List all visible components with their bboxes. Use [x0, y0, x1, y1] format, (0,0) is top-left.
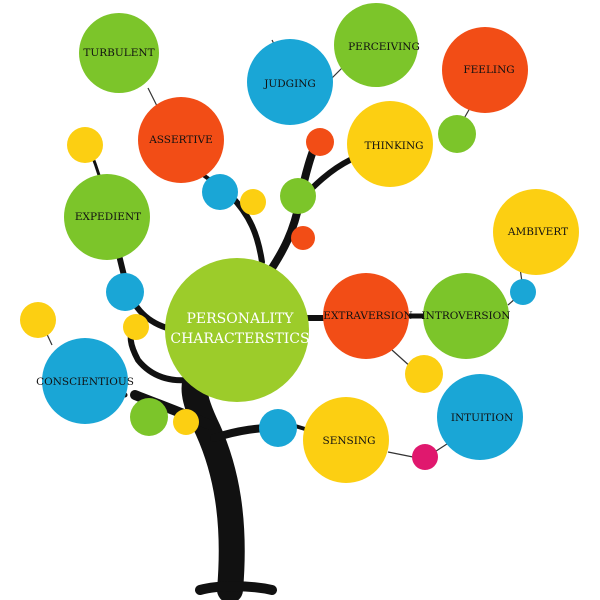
node-judging: JUDGING	[247, 39, 333, 125]
node-feeling-circle	[442, 27, 528, 113]
node-thinking: THINKING	[347, 101, 433, 187]
dot-yellow-far-left	[20, 302, 56, 338]
node-introversion-label: INTROVERSION	[422, 310, 511, 322]
dot-yellow-left	[123, 314, 149, 340]
node-intuition: INTUITION	[437, 374, 523, 460]
node-expedient-circle	[64, 174, 150, 260]
node-perceiving-label: PERCEIVING	[348, 41, 420, 53]
node-intuition-label: INTUITION	[451, 412, 513, 424]
dot-green-near-feeling	[438, 115, 476, 153]
node-conscientious: CONSCIENTIOUS	[36, 338, 134, 424]
branch-lower-left	[130, 390, 215, 430]
node-extraversion: EXTRAVERSION	[323, 273, 413, 359]
node-turbulent-circle	[79, 13, 159, 93]
node-thinking-label: THINKING	[364, 140, 423, 152]
dot-yellow-low	[173, 409, 199, 435]
node-perceiving: PERCEIVING	[334, 3, 420, 87]
dot-yellow-mid	[240, 189, 266, 215]
small-dots	[20, 115, 536, 470]
node-sensing-label: SENSING	[323, 435, 376, 447]
node-expedient: EXPEDIENT	[64, 174, 150, 260]
node-judging-circle	[247, 39, 333, 125]
node-assertive: ASSERTIVE	[138, 97, 224, 183]
trunk-base	[195, 581, 277, 595]
dot-yellow-top-left	[67, 127, 103, 163]
dot-blue-left	[106, 273, 144, 311]
node-introversion: INTROVERSION	[422, 273, 511, 359]
node-extraversion-circle	[323, 273, 409, 359]
node-expedient-label: EXPEDIENT	[75, 211, 141, 223]
center-node-circle	[165, 258, 309, 402]
node-perceiving-circle	[334, 3, 418, 87]
node-assertive-label: ASSERTIVE	[148, 134, 213, 146]
dot-orange-upper	[306, 128, 334, 156]
node-extraversion-label: EXTRAVERSION	[323, 310, 412, 322]
node-thinking-circle	[347, 101, 433, 187]
dot-blue-ambivert	[510, 279, 536, 305]
center-node: PERSONALITY CHARACTERSTICS	[165, 258, 310, 402]
node-judging-label: JUDGING	[263, 78, 316, 90]
node-sensing: SENSING	[303, 397, 389, 483]
node-ambivert-label: AMBIVERT	[507, 226, 568, 238]
node-ambivert-circle	[493, 189, 579, 275]
dot-blue-low	[259, 409, 297, 447]
node-conscientious-label: CONSCIENTIOUS	[36, 376, 134, 388]
node-feeling: FEELING	[442, 27, 528, 113]
node-turbulent-label: TURBULENT	[83, 47, 154, 59]
center-title-line-2: CHARACTERSTICS	[170, 331, 309, 347]
dot-blue-mid	[202, 174, 238, 210]
node-assertive-circle	[138, 97, 224, 183]
node-ambivert: AMBIVERT	[493, 189, 579, 275]
node-turbulent: TURBULENT	[79, 13, 159, 93]
center-title-line-1: PERSONALITY	[186, 311, 294, 327]
node-sensing-circle	[303, 397, 389, 483]
node-introversion-circle	[423, 273, 509, 359]
node-intuition-circle	[437, 374, 523, 460]
dot-yellow-extraversion	[405, 355, 443, 393]
dot-magenta	[412, 444, 438, 470]
dot-orange-lower	[291, 226, 315, 250]
trunk	[181, 367, 245, 600]
dot-green-upper	[280, 178, 316, 214]
node-feeling-label: FEELING	[463, 64, 514, 76]
node-conscientious-circle	[42, 338, 128, 424]
dot-green-low	[130, 398, 168, 436]
